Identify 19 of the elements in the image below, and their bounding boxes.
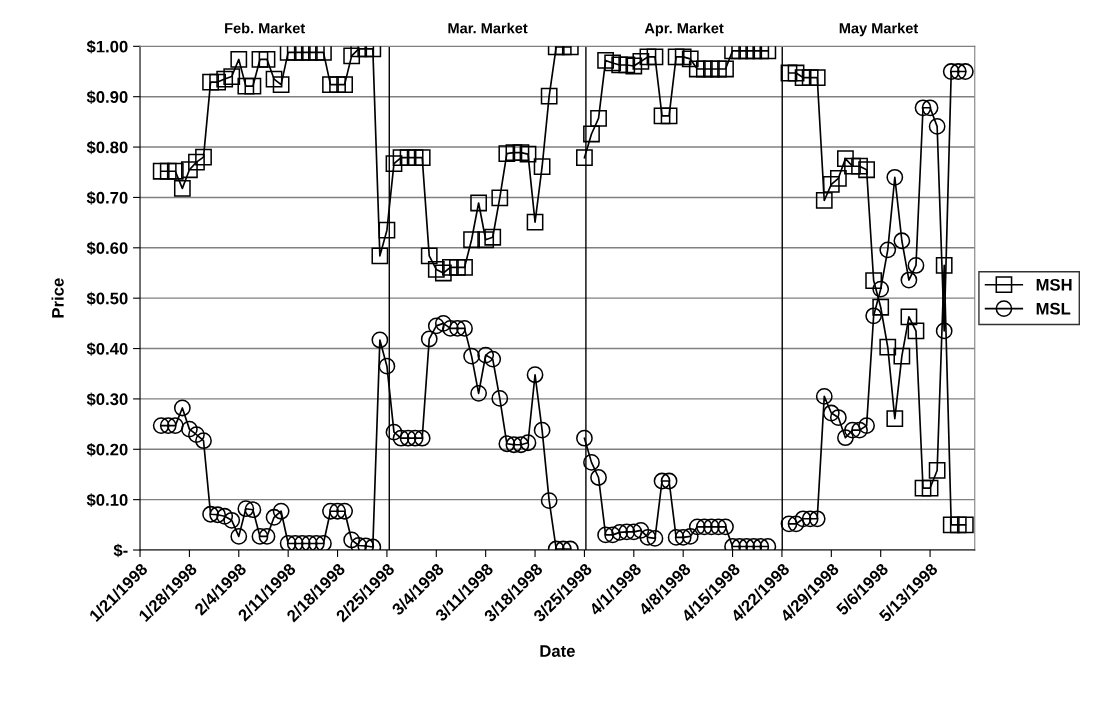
legend-label: MSH	[1036, 278, 1072, 291]
y-tick-label: $1.00	[86, 40, 128, 54]
text: Mar. Market	[448, 22, 528, 34]
y-tick-label: $0.40	[86, 342, 128, 356]
legend-label: MSL	[1036, 302, 1071, 315]
y-tick-label: $0.50	[86, 291, 128, 306]
y-tick-label: $0.70	[86, 191, 128, 205]
y-tick-label: $0.30	[86, 392, 128, 407]
y-tick-label: $0.20	[86, 442, 128, 457]
y-axis-title: Price	[51, 278, 64, 318]
y-tick-label: $0.80	[86, 140, 128, 155]
text: Apr. Market	[644, 22, 724, 37]
text: Feb. Market	[225, 22, 305, 34]
y-tick-label: $0.10	[86, 493, 128, 507]
text: May Market	[839, 22, 919, 37]
x-axis-title: Date	[540, 645, 575, 657]
y-tick-label: $-	[113, 543, 128, 558]
y-tick-label: $0.90	[86, 90, 128, 104]
y-tick-label: $0.60	[86, 241, 128, 256]
